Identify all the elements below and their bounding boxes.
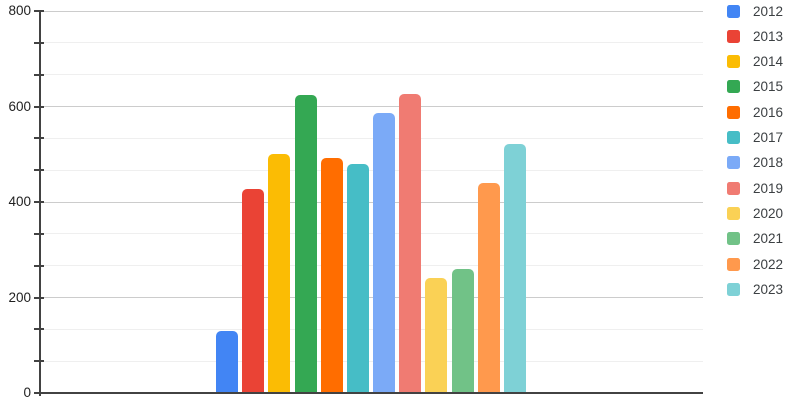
bar-2012[interactable] (216, 330, 238, 393)
y-axis-tick (34, 10, 44, 12)
y-axis-label: 0 (23, 385, 31, 400)
major-gridline (40, 106, 703, 107)
minor-gridline (40, 42, 703, 44)
y-axis-tick (34, 73, 44, 76)
bar-2014[interactable] (268, 154, 291, 393)
y-axis-tick (34, 296, 44, 299)
minor-gridline (40, 169, 703, 171)
bar-2020[interactable] (425, 278, 448, 393)
x-axis-line (39, 392, 703, 394)
y-axis-tick (34, 169, 44, 172)
y-axis-tick (34, 232, 44, 235)
legend-swatch-icon (727, 257, 740, 271)
legend-swatch-icon (727, 80, 740, 94)
y-axis-label: 400 (8, 194, 31, 209)
legend-swatch-icon (727, 156, 740, 170)
legend-label: 2016 (753, 104, 784, 120)
y-axis-tick (34, 264, 44, 267)
y-axis-label: 600 (8, 98, 31, 114)
y-axis-tick (34, 201, 44, 203)
major-gridline (40, 10, 703, 12)
legend-swatch-icon (727, 181, 740, 195)
legend-swatch-icon (727, 4, 740, 18)
legend-label: 2015 (753, 79, 784, 95)
bar-2019[interactable] (399, 93, 422, 393)
legend-label: 2021 (753, 231, 784, 247)
y-axis-line (39, 10, 41, 396)
y-axis-tick (34, 41, 44, 44)
minor-gridline (40, 233, 703, 235)
minor-gridline (40, 265, 703, 267)
legend-swatch-icon (727, 232, 740, 246)
legend-label: 2013 (753, 28, 784, 44)
legend-label: 2017 (753, 130, 784, 145)
legend-swatch-icon (727, 55, 740, 69)
y-axis-label: 800 (8, 3, 31, 18)
y-axis-tick (34, 392, 44, 394)
major-gridline (40, 297, 703, 298)
minor-gridline (40, 360, 703, 362)
legend-label: 2019 (753, 180, 784, 196)
legend-label: 2014 (753, 54, 784, 70)
bar-2018[interactable] (373, 113, 396, 393)
y-axis-tick (34, 105, 44, 108)
legend-label: 2018 (753, 155, 784, 171)
minor-gridline (40, 328, 703, 330)
legend-label: 2020 (753, 205, 784, 221)
bar-2021[interactable] (451, 268, 474, 393)
legend-swatch-icon (727, 29, 740, 43)
y-axis-tick (34, 328, 44, 331)
legend-swatch-icon (727, 206, 740, 220)
legend-swatch-icon (727, 282, 740, 296)
y-axis-tick (34, 137, 44, 140)
bar-2016[interactable] (320, 157, 343, 393)
y-axis-label: 200 (8, 289, 31, 305)
major-gridline (40, 201, 703, 203)
legend-label: 2012 (753, 3, 784, 19)
bar-2015[interactable] (294, 95, 317, 393)
bar-2022[interactable] (477, 182, 500, 393)
legend-swatch-icon (727, 105, 740, 119)
minor-gridline (40, 74, 703, 76)
bar-2023[interactable] (503, 144, 526, 393)
legend-label: 2022 (753, 256, 784, 272)
y-axis-tick (34, 360, 44, 363)
legend-label: 2023 (753, 281, 784, 297)
legend-swatch-icon (727, 131, 740, 144)
bar-2017[interactable] (346, 163, 369, 393)
minor-gridline (40, 137, 703, 139)
bar-2013[interactable] (242, 188, 265, 393)
plot-area (40, 10, 703, 393)
